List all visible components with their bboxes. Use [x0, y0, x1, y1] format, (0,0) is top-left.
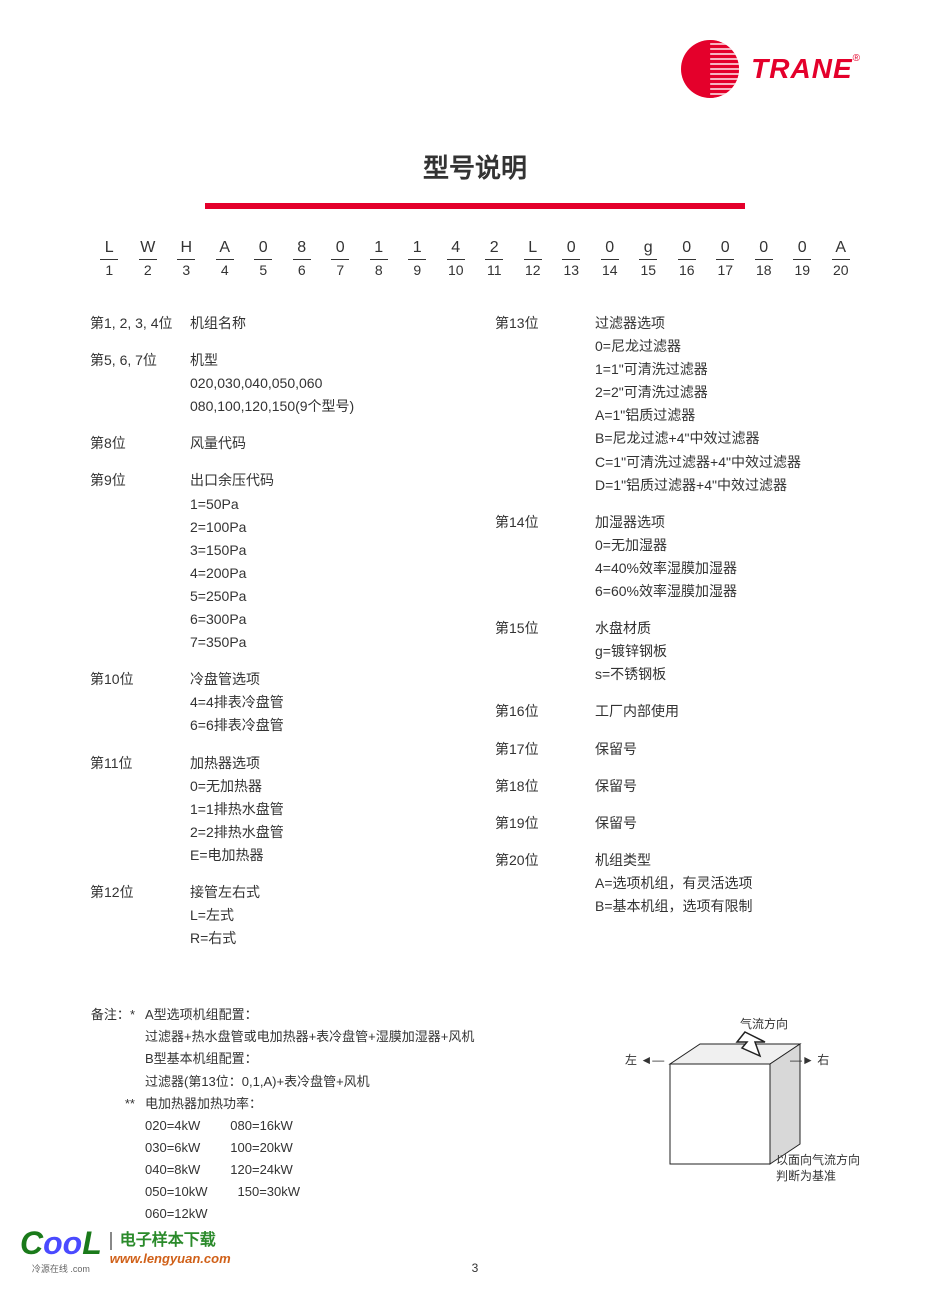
spec-entry: 第1, 2, 3, 4位机组名称: [90, 312, 455, 335]
page-title: 型号说明: [90, 148, 860, 185]
code-cell: A20: [822, 239, 861, 278]
cool-word: CooL: [20, 1225, 102, 1261]
code-cell: 016: [668, 239, 707, 278]
notes-right: 气流方向 左 ◄— —► 右 以面向气流方向 判断为基准: [524, 1004, 860, 1225]
kw-table: 020=4kW080=16kW030=6kW100=20kW040=8kW120…: [145, 1115, 494, 1225]
code-cell: A4: [206, 239, 245, 278]
note-b-body: 过滤器(第13位：0,1,A)+表冷盘管+风机: [145, 1071, 494, 1093]
code-cell: g15: [629, 239, 668, 278]
spec-entry: 第17位保留号: [495, 738, 860, 761]
code-cell: 05: [244, 239, 283, 278]
footer: 3 CooL 冷源在线 .com 电子样本下载 www.lengyuan.com: [0, 1261, 950, 1275]
kw-row: 030=6kW100=20kW: [145, 1137, 494, 1159]
kw-row: 040=8kW120=24kW: [145, 1159, 494, 1181]
spec-entry: 第19位保留号: [495, 812, 860, 835]
brand-reg: ®: [853, 53, 860, 64]
code-cell: 019: [783, 239, 822, 278]
brand-text: TRANE: [751, 53, 852, 84]
kw-row: 050=10kW150=30kW: [145, 1181, 494, 1203]
code-cell: 017: [706, 239, 745, 278]
spec-columns: 第1, 2, 3, 4位机组名称第5, 6, 7位机型020,030,040,0…: [90, 312, 860, 964]
brand-name: TRANE®: [751, 53, 860, 85]
cool-logo: CooL 冷源在线 .com 电子样本下载 www.lengyuan.com: [20, 1225, 231, 1275]
code-cell: 211: [475, 239, 514, 278]
spec-entry: 第18位保留号: [495, 775, 860, 798]
note-b-title: B型基本机组配置：: [145, 1048, 494, 1070]
title-block: 型号说明: [90, 148, 860, 209]
spec-entry: 第9位出口余压代码1=50Pa2=100Pa3=150Pa4=200Pa5=25…: [90, 469, 455, 654]
notes-section: 备注：* A型选项机组配置： 过滤器+热水盘管或电加热器+表冷盘管+湿膜加湿器+…: [90, 1004, 860, 1225]
spec-entry: 第12位接管左右式L=左式R=右式: [90, 881, 455, 950]
diag-caption: 以面向气流方向 判断为基准: [776, 1153, 860, 1184]
code-cell: L12: [514, 239, 553, 278]
spec-entry: 第10位冷盘管选项4=4排表冷盘管6=6排表冷盘管: [90, 668, 455, 737]
code-cell: 013: [552, 239, 591, 278]
diag-left-label: 左 ◄—: [625, 1050, 664, 1070]
diag-right-label: —► 右: [790, 1050, 829, 1070]
spec-entry: 第20位机组类型A=选项机组，有灵活选项B=基本机组，选项有限制: [495, 849, 860, 918]
spec-entry: 第11位加热器选项0=无加热器1=1排热水盘管2=2排热水盘管E=电加热器: [90, 752, 455, 867]
notes-star2: **: [90, 1093, 145, 1226]
header: TRANE®: [90, 40, 860, 98]
spec-entry: 第15位水盘材质g=镀锌钢板s=不锈钢板: [495, 617, 860, 686]
cool-right: 电子样本下载 www.lengyuan.com: [110, 1232, 231, 1267]
code-cell: H3: [167, 239, 206, 278]
airflow-diagram: 气流方向 左 ◄— —► 右 以面向气流方向 判断为基准: [620, 1014, 840, 1194]
code-cell: L1: [90, 239, 129, 278]
note-power-title: 电加热器加热功率：: [145, 1093, 494, 1115]
spec-entry: 第13位过滤器选项0=尼龙过滤器1=1"可清洗过滤器2=2"可清洗过滤器A=1"…: [495, 312, 860, 497]
code-cell: 014: [591, 239, 630, 278]
code-cell: 07: [321, 239, 360, 278]
model-code-row: L1W2H3A40586071819410211L12013014g150160…: [90, 239, 860, 278]
left-column: 第1, 2, 3, 4位机组名称第5, 6, 7位机型020,030,040,0…: [90, 312, 455, 964]
diag-airflow-label: 气流方向: [740, 1014, 788, 1034]
code-cell: 86: [283, 239, 322, 278]
notes-left: 备注：* A型选项机组配置： 过滤器+热水盘管或电加热器+表冷盘管+湿膜加湿器+…: [90, 1004, 494, 1225]
note-a-body: 过滤器+热水盘管或电加热器+表冷盘管+湿膜加湿器+风机: [145, 1026, 494, 1048]
notes-prefix: 备注：*: [90, 1004, 145, 1092]
code-cell: 410: [437, 239, 476, 278]
right-column: 第13位过滤器选项0=尼龙过滤器1=1"可清洗过滤器2=2"可清洗过滤器A=1"…: [495, 312, 860, 964]
cool-sub: 冷源在线 .com: [20, 1262, 102, 1275]
code-cell: 19: [398, 239, 437, 278]
kw-row: 020=4kW080=16kW: [145, 1115, 494, 1137]
title-rule: [205, 203, 745, 209]
spec-entry: 第8位风量代码: [90, 432, 455, 455]
note-a-title: A型选项机组配置：: [145, 1004, 494, 1026]
trane-logo-icon: [681, 40, 739, 98]
spec-entry: 第14位加湿器选项0=无加湿器4=40%效率湿膜加湿器6=60%效率湿膜加湿器: [495, 511, 860, 603]
spec-entry: 第5, 6, 7位机型020,030,040,050,060080,100,12…: [90, 349, 455, 418]
code-cell: 18: [360, 239, 399, 278]
code-cell: 018: [745, 239, 784, 278]
code-cell: W2: [129, 239, 168, 278]
spec-entry: 第16位工厂内部使用: [495, 700, 860, 723]
kw-row: 060=12kW: [145, 1203, 494, 1225]
